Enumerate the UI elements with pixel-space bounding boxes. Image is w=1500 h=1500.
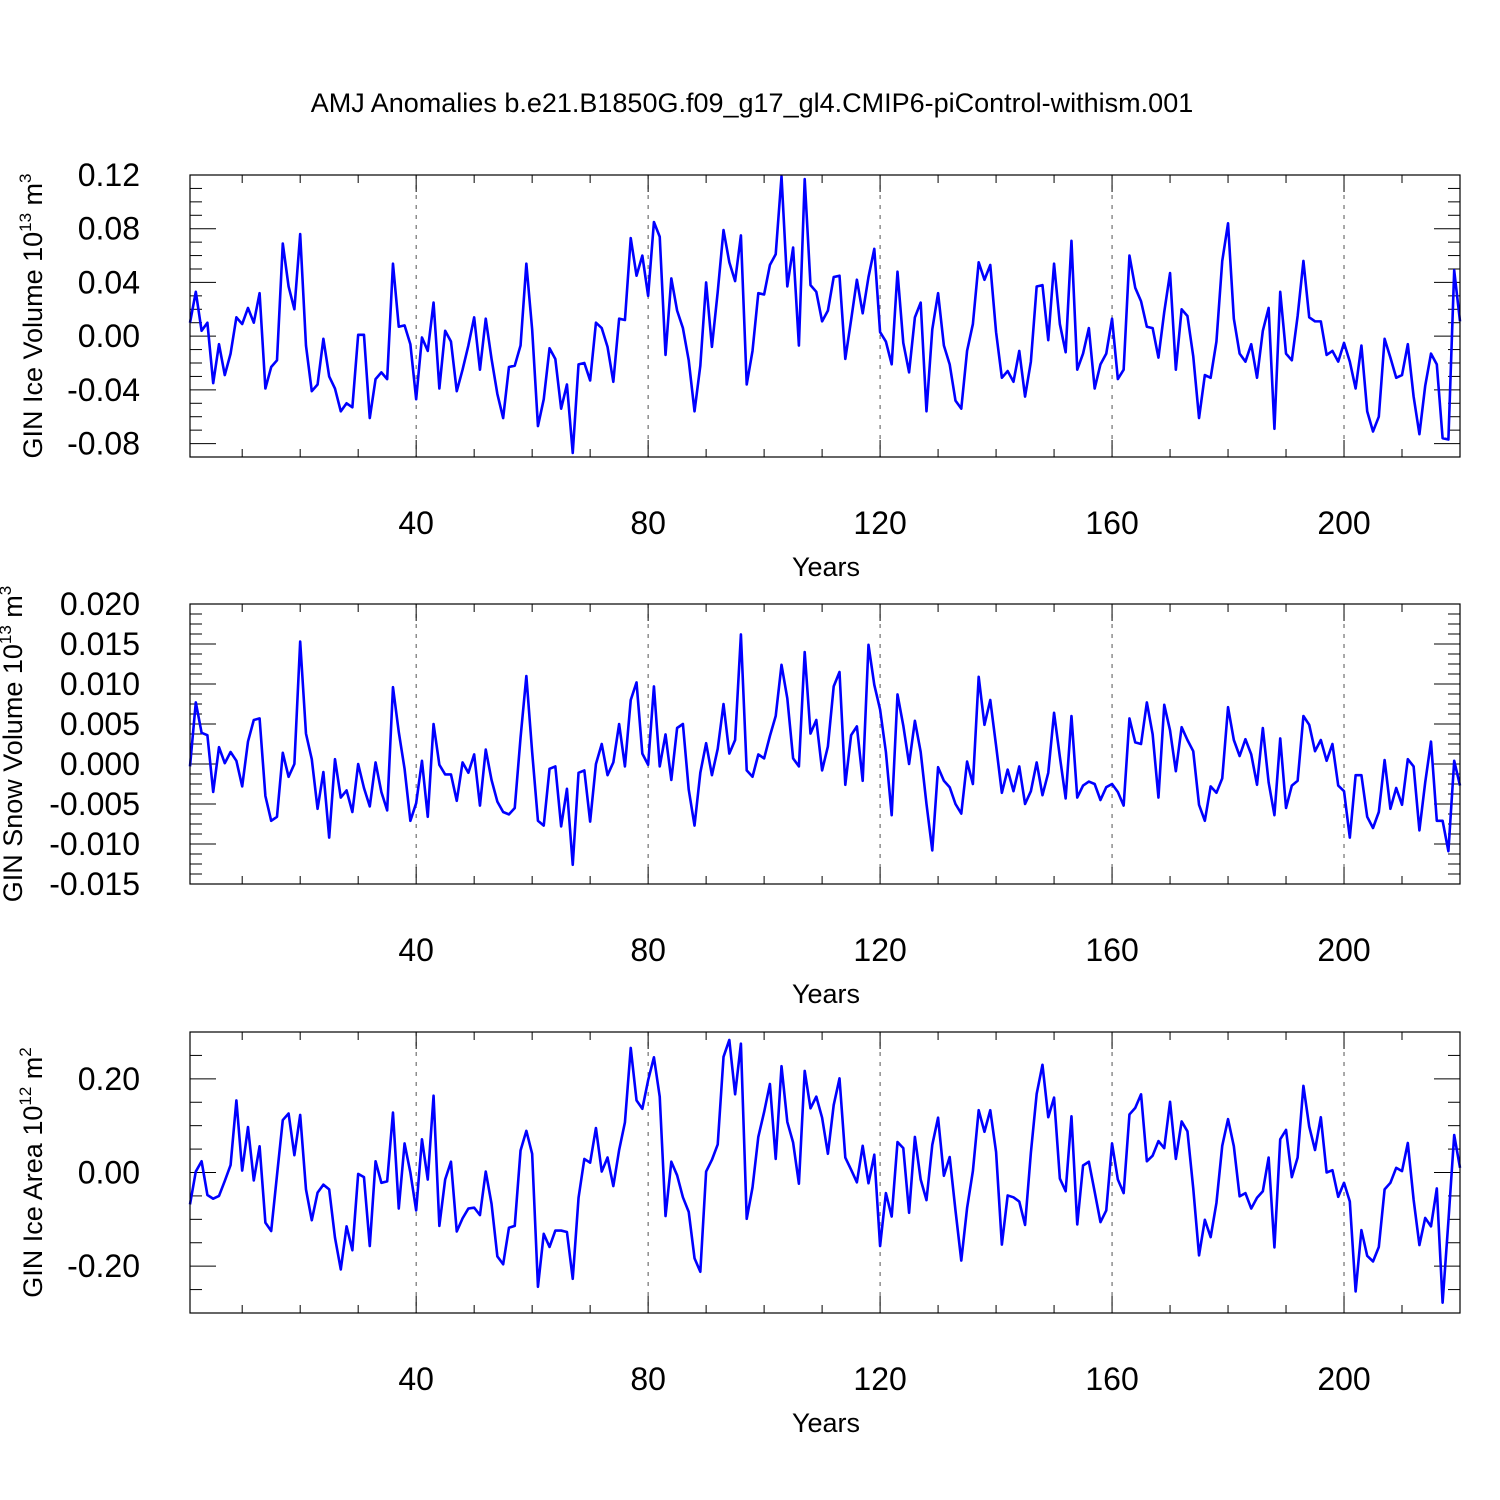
y-axis-label: GIN Ice Area 1012 m2 [16, 1047, 48, 1298]
plot-frame [189, 174, 1461, 458]
series-line-ice-area [188, 1038, 1462, 1304]
x-tick-label: 200 [1317, 932, 1370, 968]
x-axis-label: Years [792, 1408, 860, 1438]
y-tick-label: 0.00 [78, 1155, 140, 1191]
y-tick-label: -0.010 [49, 826, 140, 862]
series-line-snow-volume [188, 633, 1462, 867]
x-tick-label: 40 [398, 932, 434, 968]
y-tick-label: 0.005 [60, 706, 140, 742]
x-tick-label: 120 [853, 505, 906, 541]
plot-frame [189, 603, 1461, 885]
y-tick-label: 0.00 [78, 318, 140, 354]
x-tick-label: 200 [1317, 1361, 1370, 1397]
chart-title: AMJ Anomalies b.e21.B1850G.f09_g17_gl4.C… [311, 88, 1193, 118]
y-tick-label: -0.20 [67, 1248, 140, 1284]
y-tick-label: -0.015 [49, 866, 140, 902]
x-tick-label: 40 [398, 505, 434, 541]
series-line-ice-volume [188, 175, 1462, 455]
y-tick-label: -0.04 [67, 372, 140, 408]
x-tick-label: 120 [853, 1361, 906, 1397]
x-tick-label: 200 [1317, 505, 1370, 541]
y-tick-label: 0.20 [78, 1061, 140, 1097]
y-tick-label: 0.020 [60, 586, 140, 622]
y-tick-label: 0.000 [60, 746, 140, 782]
panel-ice-area: -0.20 0.00 0.20 40 80 120 160 200 Years GIN Ice A… [16, 1031, 1462, 1438]
y-tick-label: -0.08 [67, 426, 140, 462]
x-tick-label: 80 [630, 505, 666, 541]
x-tick-label: 80 [630, 932, 666, 968]
y-axis-label: GIN Snow Volume 1013 m3 [0, 586, 28, 903]
x-tick-label: 160 [1085, 932, 1138, 968]
x-axis-label: Years [792, 552, 860, 582]
x-tick-label: 160 [1085, 505, 1138, 541]
x-tick-label: 160 [1085, 1361, 1138, 1397]
x-tick-label: 40 [398, 1361, 434, 1397]
y-tick-label: 0.04 [78, 264, 140, 300]
panel-snow-volume: -0.015 -0.010 -0.005 0.000 0.005 0.010 0.015 0.… [0, 586, 1462, 1009]
x-tick-label: 120 [853, 932, 906, 968]
y-tick-label: 0.08 [78, 211, 140, 247]
plot-frame [189, 1031, 1461, 1314]
panel-ice-volume: -0.08 -0.04 0.00 0.04 0.08 0.12 40 80 120 160 200 Y… [16, 157, 1462, 582]
x-axis-label: Years [792, 979, 860, 1009]
y-tick-label: -0.005 [49, 786, 140, 822]
y-axis-label: GIN Ice Volume 1013 m3 [16, 173, 48, 458]
y-tick-label: 0.010 [60, 666, 140, 702]
x-tick-label: 80 [630, 1361, 666, 1397]
y-tick-label: 0.12 [78, 157, 140, 193]
y-tick-label: 0.015 [60, 626, 140, 662]
